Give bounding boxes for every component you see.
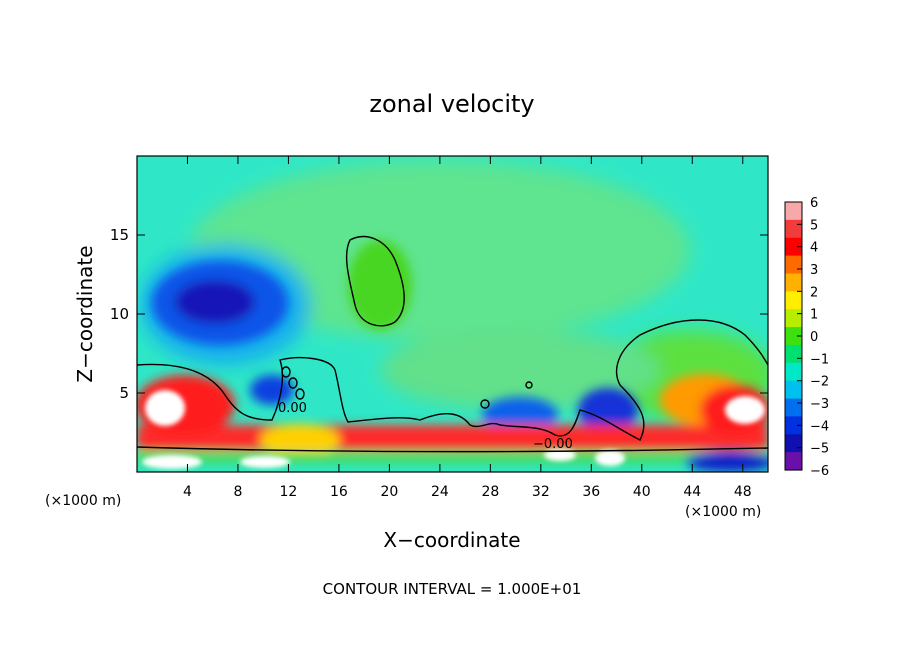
x-unit-right: (×1000 m) — [685, 504, 761, 520]
x-tick-label: 16 — [330, 484, 348, 500]
white-cell-5 — [595, 450, 625, 466]
y-tick-label: 5 — [119, 384, 129, 402]
colorbar-tick-label: −2 — [810, 375, 829, 390]
x-tick-label: 28 — [481, 484, 499, 500]
y-tick-label: 15 — [110, 226, 129, 244]
x-tick-label: 44 — [683, 484, 701, 500]
zero-contours — [137, 235, 768, 453]
colorbar-tick-label: −4 — [810, 419, 829, 434]
negative-cell-bottom — [685, 452, 768, 472]
colorbar-swatch — [785, 237, 802, 257]
small-contour-5 — [525, 381, 533, 389]
colorbar-swatch — [785, 255, 802, 275]
negative-cell-right — [578, 388, 638, 432]
colorbar-swatch — [785, 380, 802, 400]
x-tick-label: 48 — [734, 484, 752, 500]
x-tick-label: 36 — [582, 484, 600, 500]
x-tick-label: 12 — [280, 484, 298, 500]
colorbar-swatch — [785, 398, 802, 417]
colorbar-swatch — [785, 327, 802, 346]
x-tick-label: 20 — [380, 484, 398, 500]
y-axis-ticks: 5 10 15 — [110, 226, 768, 402]
negative-jet-core — [175, 280, 255, 324]
colorbar-swatch — [785, 434, 802, 453]
colorbar-tick-label: −5 — [810, 442, 829, 457]
colorbar-tick-label: −1 — [810, 352, 829, 367]
colorbar-swatch — [785, 416, 802, 435]
velocity-field: 0.00 −0.00 — [137, 156, 768, 472]
white-cell-6 — [544, 449, 576, 461]
y-tick-label: 10 — [110, 305, 129, 323]
zero-contour-bottom — [137, 446, 768, 453]
small-contour-3 — [295, 388, 305, 400]
x-axis-label: X−coordinate — [383, 528, 520, 552]
x-tick-label: 4 — [183, 484, 192, 500]
zero-contour-upper — [345, 235, 405, 327]
small-contour-2 — [288, 377, 298, 389]
colorbar-swatch — [785, 362, 802, 382]
white-cell-3 — [142, 455, 202, 469]
colorbar-swatch — [785, 219, 802, 239]
zero-contour-lower — [137, 319, 768, 441]
contour-interval-note: CONTOUR INTERVAL = 1.000E+01 — [323, 580, 582, 598]
colorbar-tick-label: 3 — [810, 263, 818, 278]
negative-cell-left — [250, 375, 294, 405]
x-axis-ticks: 4 8 12 16 20 24 28 32 36 40 44 48 — [183, 156, 752, 500]
colorbar-swatch — [785, 202, 802, 221]
colorbar-tick-label: 5 — [810, 218, 818, 233]
mid-green-region — [380, 330, 660, 410]
upper-green-band — [190, 160, 690, 340]
contour-label-positive: 0.00 — [278, 401, 307, 416]
colorbar-tick-label: 1 — [810, 308, 818, 323]
chart-title: zonal velocity — [369, 90, 534, 118]
negative-cell-mid — [482, 397, 558, 433]
colorbar-tick-label: 2 — [810, 285, 818, 300]
colorbar-tick-label: −6 — [810, 464, 829, 479]
x-unit-left: (×1000 m) — [45, 493, 121, 509]
x-tick-label: 8 — [233, 484, 242, 500]
white-cell-1 — [145, 390, 185, 426]
colorbar-swatch — [785, 344, 802, 364]
colorbar: 6 5 4 3 2 1 0 −1 −2 −3 −4 −5 −6 — [784, 196, 829, 479]
colorbar-swatch — [785, 452, 802, 471]
colorbar-swatch — [785, 309, 802, 328]
contour-label-negative: −0.00 — [533, 437, 573, 452]
small-contour-1 — [281, 366, 291, 378]
small-contour-4 — [480, 399, 490, 409]
yellow-cell — [260, 424, 340, 456]
colorbar-swatch — [785, 273, 802, 292]
colorbar-tick-label: −3 — [810, 397, 829, 412]
lower-red-band — [137, 425, 768, 450]
y-axis-label: Z−coordinate — [73, 245, 97, 382]
colorbar-swatch — [785, 291, 802, 310]
x-tick-label: 24 — [431, 484, 449, 500]
x-tick-label: 32 — [532, 484, 550, 500]
x-tick-label: 40 — [633, 484, 651, 500]
white-cell-2 — [725, 396, 765, 424]
bottom-green-band — [137, 452, 768, 464]
colorbar-tick-label: 0 — [810, 330, 818, 345]
white-cell-4 — [240, 456, 290, 468]
colorbar-tick-label: 4 — [810, 241, 818, 256]
colorbar-tick-label: 6 — [810, 196, 818, 211]
